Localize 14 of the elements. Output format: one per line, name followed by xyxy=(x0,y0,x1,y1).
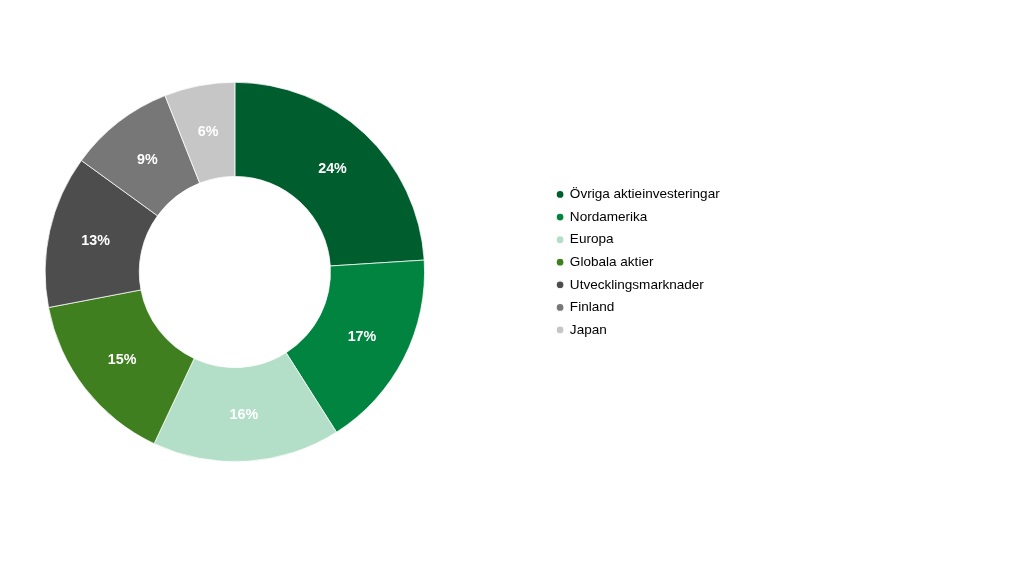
legend-label: Finland xyxy=(569,299,615,315)
legend-label: Utvecklingsmarknader xyxy=(569,276,705,292)
data-label: 24% xyxy=(318,159,348,176)
data-label: 15% xyxy=(107,350,137,367)
data-label: 13% xyxy=(81,232,111,249)
data-label: 17% xyxy=(347,328,377,345)
legend-label: Japan xyxy=(569,321,607,337)
legend-label: Globala aktier xyxy=(569,253,654,269)
data-label: 16% xyxy=(229,405,259,422)
data-label: 6% xyxy=(197,123,219,140)
data-label: 9% xyxy=(137,150,159,167)
legend-label: Övriga aktieinvesteringar xyxy=(569,186,721,202)
legend-label: Europa xyxy=(569,231,615,247)
legend-label: Nordamerika xyxy=(569,208,648,224)
